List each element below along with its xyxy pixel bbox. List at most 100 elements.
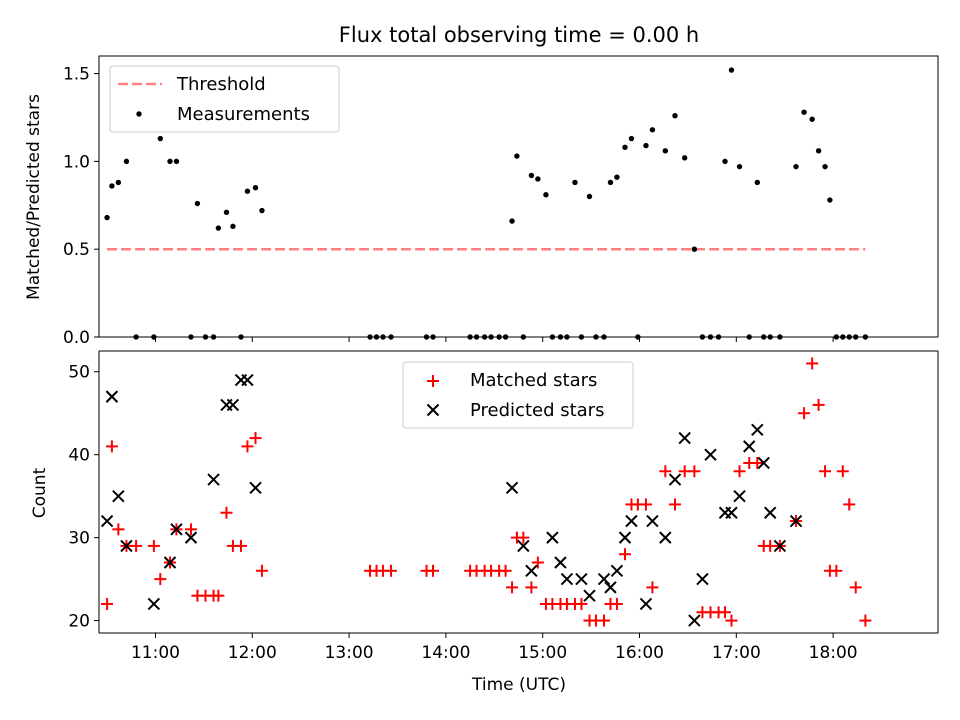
measurement-point: [578, 334, 585, 340]
measurement-point: [614, 174, 620, 180]
measurement-point: [133, 334, 139, 340]
matched-star-point: [101, 597, 114, 610]
measurement-point: [801, 109, 807, 115]
upper-legend-box: [109, 65, 340, 133]
lower-x-tick-label: 15:00: [518, 643, 567, 663]
predicted-star-point: [597, 572, 611, 586]
measurement-point: [543, 192, 549, 198]
matched-star-point: [112, 523, 125, 536]
measurement-point: [509, 218, 515, 224]
predicted-star-point: [163, 556, 177, 569]
measurement-point: [238, 334, 244, 340]
measurement-point: [157, 135, 164, 142]
lower-y-ticks: 20 30 40 50: [68, 363, 99, 632]
lower-y-tick-label: 30: [68, 529, 90, 549]
matched-star-point: [249, 432, 262, 445]
lower-legend: Matched stars Predicted stars: [402, 361, 634, 429]
predicted-star-point: [147, 597, 161, 611]
upper-y-tick-label: 1.0: [63, 152, 90, 172]
lower-x-tick-label: 12:00: [228, 643, 277, 663]
predicted-star-point: [241, 373, 254, 387]
matched-star-point: [830, 564, 843, 577]
predicted-star-point: [525, 564, 538, 578]
measurement-point: [761, 334, 767, 340]
measurement-point: [833, 334, 840, 340]
upper-y-tick-label: 0.0: [63, 328, 90, 348]
measurement-point: [777, 334, 783, 340]
measurement-point: [194, 200, 201, 207]
measurement-point: [564, 334, 570, 340]
predicted-star-point: [688, 614, 701, 627]
predicted-star-point: [668, 473, 682, 486]
matched-star-point: [618, 548, 631, 561]
predicted-star-point: [120, 539, 133, 553]
predicted-star-point: [226, 398, 240, 412]
predicted-star-point: [100, 514, 114, 528]
legend-matched-swatch: [427, 375, 439, 387]
upper-y-ticks: 0.0 0.5 1.0 1.5: [63, 65, 99, 348]
predicted-star-point: [646, 514, 659, 528]
measurement-point: [188, 334, 194, 340]
upper-axes: 0.0 0.5 1.0 1.5 Matched/Predicted stars Thr…: [24, 55, 939, 348]
upper-y-axis-label: Matched/Predicted stars: [24, 94, 44, 300]
legend-threshold-label: Threshold: [176, 74, 266, 95]
predicted-star-point: [505, 481, 519, 495]
predicted-star-point: [763, 506, 777, 519]
matched-star-point: [220, 506, 233, 519]
lower-plot-area: [100, 357, 872, 627]
measurement-point: [467, 334, 473, 340]
matched-star-point: [105, 440, 118, 453]
measurement-point: [488, 334, 494, 340]
upper-x-ticks: [154, 337, 834, 342]
predicted-star-point: [604, 581, 617, 594]
lower-y-tick-label: 50: [68, 363, 90, 383]
measurement-point: [809, 116, 815, 122]
measurement-point: [557, 334, 564, 340]
matched-star-point: [669, 498, 682, 511]
measurement-point: [715, 334, 722, 340]
lower-y-tick-label: 20: [68, 612, 90, 632]
legend-predicted-label: Predicted stars: [470, 400, 604, 421]
lower-y-axis-label: Count: [30, 467, 50, 518]
measurement-point: [123, 158, 130, 165]
measurement-point: [202, 334, 209, 340]
measurement-point: [607, 179, 614, 186]
upper-y-tick-label: 1.5: [63, 65, 90, 85]
matched-star-point: [843, 498, 856, 511]
measurement-point: [109, 183, 115, 189]
measurement-point: [643, 142, 649, 149]
lower-x-tick-label: 17:00: [712, 643, 761, 663]
matched-star-point: [659, 465, 672, 478]
predicted-star-point: [639, 597, 653, 611]
measurement-point: [549, 334, 556, 340]
lower-axes-frame: [98, 350, 939, 634]
measurement-point: [736, 163, 743, 170]
predicted-star-point: [554, 556, 567, 569]
measurement-point: [628, 135, 635, 142]
measurement-point: [572, 179, 578, 186]
matched-star-point: [531, 556, 544, 569]
matched-star-point: [836, 465, 849, 478]
measurement-point: [259, 207, 265, 214]
predicted-star-point: [725, 506, 738, 519]
matched-star-point: [798, 407, 811, 420]
matched-star-point: [849, 581, 862, 594]
predicted-star-point: [207, 473, 220, 486]
matched-star-point: [646, 581, 659, 594]
predicted-star-point: [773, 539, 787, 553]
matched-star-point: [506, 581, 519, 594]
x-axis-label: Time (UTC): [471, 675, 566, 695]
predicted-star-point: [583, 589, 596, 602]
matched-star-point: [385, 564, 398, 577]
matched-star-point: [819, 465, 832, 478]
matched-star-point: [639, 498, 652, 511]
measurement-point: [496, 334, 502, 340]
predicted-star-point: [560, 572, 574, 586]
lower-x-ticks: 11:00 12:00 13:00 14:00 15:00 16:00 17:00 18:00: [131, 633, 858, 663]
measurement-point: [635, 334, 641, 340]
lower-x-tick-label: 18:00: [809, 643, 858, 663]
matched-star-point: [241, 440, 254, 453]
measurement-point: [244, 188, 251, 194]
predicted-star-point: [704, 448, 717, 461]
chart-title: Flux total observing time = 0.00 h: [339, 23, 699, 47]
